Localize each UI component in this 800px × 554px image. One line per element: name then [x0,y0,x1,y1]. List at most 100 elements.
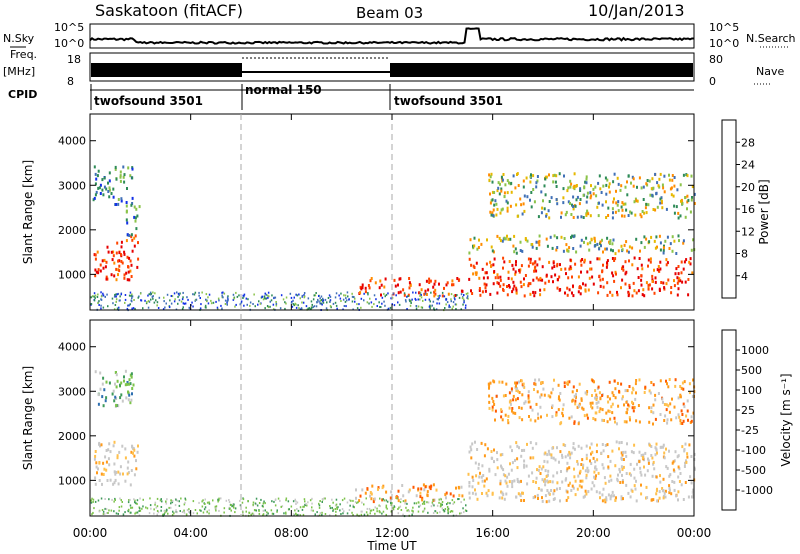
data-cell [614,464,617,468]
data-cell [441,291,444,294]
data-cell [384,304,386,307]
data-cell [226,303,228,306]
data-cell [117,273,119,277]
data-cell [585,213,588,217]
data-cell [596,205,599,209]
data-cell [495,213,498,217]
data-cell [691,394,694,398]
data-cell [483,484,486,488]
data-cell [614,257,617,261]
data-cell [472,244,474,248]
data-cell [444,508,447,510]
data-cell [653,268,655,272]
data-cell [515,441,518,445]
data-cell [691,185,694,189]
data-cell [115,203,118,206]
data-cell [648,179,651,183]
data-cell [677,498,679,502]
data-cell [422,483,425,487]
data-cell [124,298,127,301]
data-cell [540,381,543,385]
data-cell [420,487,423,491]
data-cell [108,509,110,512]
data-cell [133,299,135,301]
data-cell [606,281,609,285]
data-cell [468,251,471,255]
data-cell [123,273,126,277]
data-cell [665,207,668,211]
data-cell [627,491,630,495]
data-cell [98,442,100,446]
data-cell [580,286,582,290]
data-cell [349,504,351,507]
data-cell [495,394,498,398]
data-cell [107,305,109,308]
data-cell [220,304,222,307]
data-cell [508,181,510,185]
data-cell [402,513,404,516]
data-cell [137,296,139,299]
data-cell [612,200,615,204]
data-cell [351,295,354,298]
data-cell [633,256,636,260]
data-cell [368,302,370,305]
data-cell [503,497,506,501]
data-cell [648,283,651,287]
data-cell [276,509,278,512]
data-cell [628,286,631,290]
cpid-label: CPID [8,88,37,101]
data-cell [543,288,546,292]
data-cell [668,410,671,414]
data-cell [315,292,317,294]
data-cell [617,249,620,253]
data-cell [605,265,608,269]
data-cell [121,501,123,503]
data-cell [639,213,642,217]
data-cell [254,509,256,512]
data-cell [602,285,605,289]
data-cell [502,266,504,270]
data-cell [449,306,451,309]
data-cell [128,393,131,397]
data-cell [374,512,376,515]
data-cell [204,503,206,505]
colorbar-frame [721,119,737,299]
data-cell [162,308,165,311]
data-cell [367,284,370,287]
data-cell [140,299,143,302]
data-cell [117,470,120,474]
data-cell [113,399,116,403]
data-cell [573,394,576,398]
data-cell [131,444,133,448]
data-cell [453,501,456,504]
data-cell [673,488,676,492]
data-cell [248,511,250,514]
data-cell [92,198,95,202]
data-cell [642,198,645,201]
data-cell [343,510,345,513]
data-cell [371,305,373,308]
data-cell [685,460,688,464]
data-cell [635,391,637,395]
data-cell [243,293,246,296]
data-cell [620,205,623,209]
data-cell [383,285,386,289]
data-cell [100,443,103,447]
data-cell [97,169,100,173]
data-cell [460,293,463,296]
data-cell [646,469,649,473]
data-cell [305,503,307,506]
data-cell [274,504,277,507]
data-cell [435,488,438,492]
data-cell [661,206,664,210]
data-cell [361,501,363,504]
data-cell [247,500,249,503]
data-cell [631,246,634,250]
data-cell [611,411,614,415]
data-cell [376,305,378,307]
data-cell [336,307,338,310]
data-cell [117,259,120,263]
data-cell [488,406,491,410]
data-cell [309,308,311,311]
data-cell [480,242,483,246]
